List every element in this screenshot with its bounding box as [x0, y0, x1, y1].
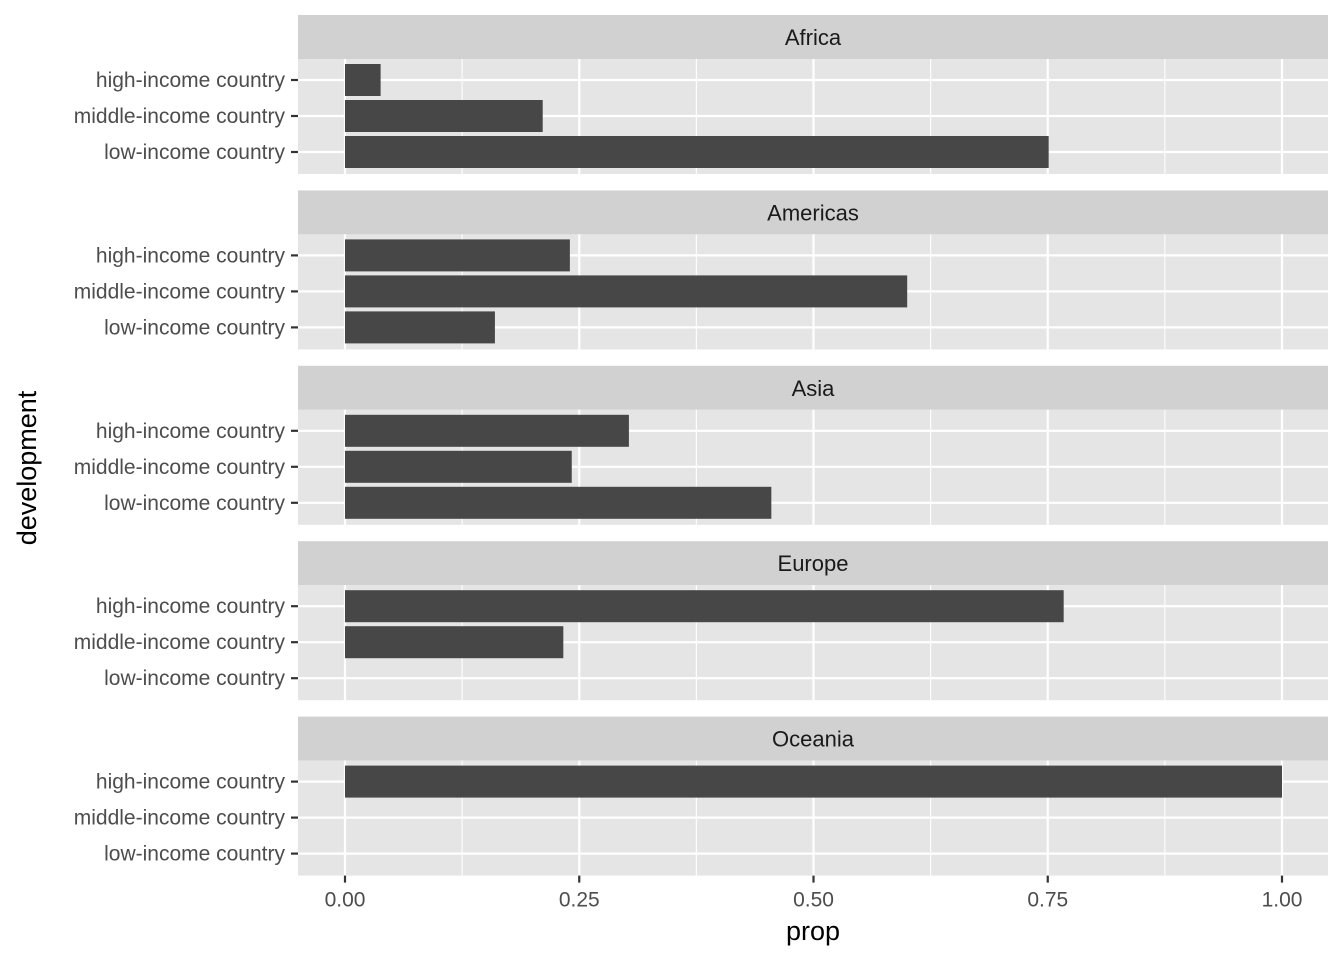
- bar-asia-2: [345, 450, 572, 483]
- bar-africa-1: [345, 64, 381, 96]
- facet-panel-americas: Americas high-income country middle-income…: [74, 190, 1328, 350]
- bar-americas-1: [345, 239, 570, 272]
- facet-strip: [298, 365, 1328, 410]
- bar-africa-3: [345, 136, 1049, 168]
- y-tick-label: high-income country: [96, 771, 286, 794]
- y-tick-label: high-income country: [96, 595, 286, 618]
- facet-strip-label: Europe: [778, 551, 849, 576]
- y-tick-label: middle-income country: [74, 456, 286, 479]
- y-tick-label: middle-income country: [74, 631, 286, 654]
- y-tick-label: high-income country: [96, 69, 286, 92]
- y-tick-label: low-income country: [104, 492, 285, 515]
- y-tick-label: low-income country: [104, 141, 285, 164]
- facet-panels: Africa high-income country middle-income c…: [74, 15, 1328, 876]
- y-tick-label: low-income country: [104, 843, 285, 866]
- bar-africa-2: [345, 100, 543, 132]
- x-axis: 0.00 0.25 0.50 0.75 1.00: [325, 875, 1303, 912]
- bar-americas-2: [345, 275, 908, 308]
- facet-strip-label: Oceania: [772, 727, 855, 752]
- facet-strip-label: Africa: [785, 25, 842, 50]
- facet-panel-africa: Africa high-income country middle-income c…: [74, 15, 1328, 174]
- bar-europe-1: [345, 590, 1064, 623]
- y-tick-label: middle-income country: [74, 280, 286, 303]
- bar-europe-2: [345, 626, 564, 659]
- facet-strip: [298, 716, 1328, 761]
- x-tick-label: 0.25: [559, 889, 600, 912]
- x-tick-label: 0.75: [1027, 889, 1068, 912]
- y-tick-label: low-income country: [104, 316, 285, 339]
- y-tick-label: high-income country: [96, 420, 286, 443]
- bar-oceania-1: [345, 765, 1282, 798]
- y-axis-title: development: [12, 390, 42, 545]
- facet-strip: [298, 541, 1328, 586]
- facet-strip-label: Asia: [792, 376, 836, 401]
- facet-strip: [298, 15, 1328, 59]
- x-axis-title: prop: [786, 916, 840, 946]
- x-tick-label: 0.50: [793, 889, 834, 912]
- facet-strip-label: Americas: [767, 200, 859, 225]
- bar-asia-3: [345, 486, 772, 519]
- y-tick-label: high-income country: [96, 244, 286, 267]
- facet-panel-europe: Europe high-income country middle-income c…: [74, 541, 1328, 701]
- y-tick-label: middle-income country: [74, 807, 286, 830]
- y-tick-label: low-income country: [104, 667, 285, 690]
- facet-strip: [298, 190, 1328, 235]
- facet-panel-oceania: Oceania high-income country middle-income …: [74, 716, 1328, 876]
- bar-americas-3: [345, 311, 495, 344]
- facet-panel-asia: Asia high-income country middle-income cou…: [74, 365, 1328, 525]
- bar-asia-1: [345, 414, 629, 447]
- x-tick-label: 0.00: [325, 889, 366, 912]
- y-tick-label: middle-income country: [74, 105, 286, 128]
- x-tick-label: 1.00: [1262, 889, 1303, 912]
